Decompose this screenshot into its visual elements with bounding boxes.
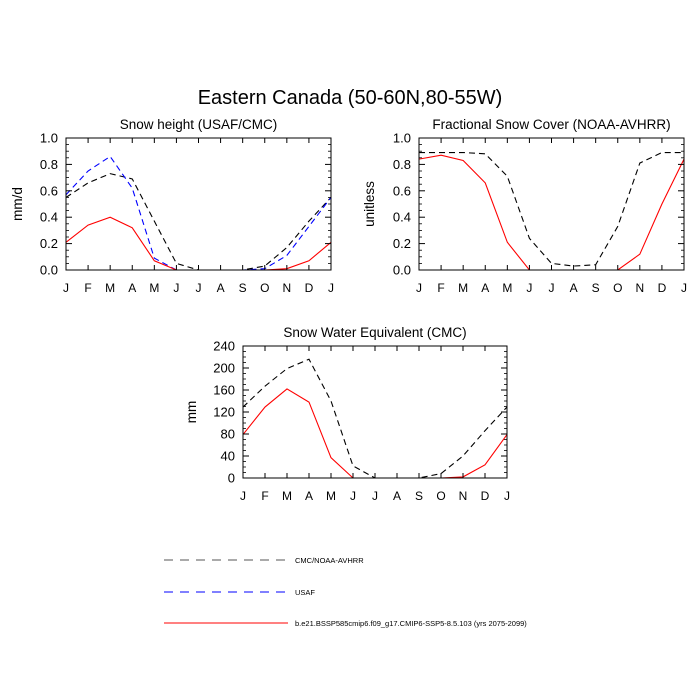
y-tick-label: 120 (213, 405, 235, 420)
y-tick-label: 0.2 (393, 236, 411, 251)
y-tick-label: 1.0 (40, 131, 58, 146)
x-tick-label: J (504, 489, 510, 503)
chart-title: Fractional Snow Cover (NOAA-AVHRR) (432, 117, 670, 132)
legend-item-3: b.e21.BSSP585cmip6.f09_g17.CMIP6-SSP5-8.… (164, 619, 527, 628)
legend-item-2: USAF (164, 588, 315, 597)
x-tick-label: J (416, 281, 422, 295)
x-tick-label: J (681, 281, 687, 295)
x-tick-label: J (240, 489, 246, 503)
y-tick-label: 160 (213, 383, 235, 398)
y-tick-label: 0.4 (40, 210, 58, 225)
chart-panel-1: Snow height (USAF/CMC)mm/dJ F M A M J J A S O N D J0… (10, 117, 334, 295)
x-tick-label: N (635, 281, 644, 295)
x-tick-label: F (437, 281, 444, 295)
x-tick-label: J (328, 281, 334, 295)
x-tick-label: D (658, 281, 667, 295)
x-tick-label: O (613, 281, 622, 295)
x-tick-label: M (502, 281, 512, 295)
x-tick-label: O (260, 281, 269, 295)
x-tick-label: S (592, 281, 600, 295)
chart-title: Snow Water Equivalent (CMC) (283, 325, 466, 340)
x-tick-label: J (526, 281, 532, 295)
x-tick-label: J (173, 281, 179, 295)
series-line-1 (419, 151, 684, 267)
x-tick-label: D (305, 281, 314, 295)
x-tick-label: A (393, 489, 401, 503)
y-tick-label: 200 (213, 361, 235, 376)
series-line-2 (418, 154, 685, 271)
x-tick-label: J (372, 489, 378, 503)
x-tick-label: M (458, 281, 468, 295)
x-tick-label: N (282, 281, 291, 295)
y-tick-label: 40 (221, 449, 235, 464)
series-line-1 (65, 173, 332, 271)
x-tick-label: J (196, 281, 202, 295)
x-tick-label: N (459, 489, 468, 503)
x-tick-label: O (436, 489, 445, 503)
x-tick-label: J (63, 281, 69, 295)
y-axis-label: mm (184, 401, 199, 424)
y-tick-label: 0.0 (393, 263, 411, 278)
legend-label: b.e21.BSSP585cmip6.f09_g17.CMIP6-SSP5-8.… (295, 619, 527, 628)
x-tick-label: J (350, 489, 356, 503)
x-tick-label: S (239, 281, 247, 295)
series-line-1 (242, 358, 508, 479)
series-line-2 (242, 388, 508, 479)
legend-label: CMC/NOAA-AVHRR (295, 556, 364, 565)
y-tick-label: 0.0 (40, 263, 58, 278)
y-tick-label: 0.6 (40, 183, 58, 198)
x-tick-label: S (415, 489, 423, 503)
x-tick-label: M (105, 281, 115, 295)
x-tick-label: F (84, 281, 91, 295)
x-tick-label: J (549, 281, 555, 295)
series-line-2 (65, 155, 332, 271)
x-tick-label: M (282, 489, 292, 503)
plot-frame (65, 137, 332, 271)
plot-frame (242, 345, 508, 479)
x-tick-label: F (261, 489, 268, 503)
y-tick-label: 0.4 (393, 210, 411, 225)
x-tick-label: A (305, 489, 313, 503)
y-tick-label: 1.0 (393, 131, 411, 146)
y-tick-label: 0.6 (393, 183, 411, 198)
y-tick-label: 0.8 (393, 157, 411, 172)
y-tick-label: 80 (221, 427, 235, 442)
x-tick-label: A (128, 281, 136, 295)
legend-item-1: CMC/NOAA-AVHRR (164, 556, 364, 565)
x-tick-label: M (149, 281, 159, 295)
chart-title: Snow height (USAF/CMC) (120, 117, 278, 132)
series-line-3 (65, 216, 332, 271)
x-tick-label: M (326, 489, 336, 503)
y-axis-label: unitless (362, 181, 377, 227)
legend: CMC/NOAA-AVHRR USAF b.e21.BSSP585cmip6.f09… (164, 556, 527, 628)
y-tick-label: 0 (228, 471, 235, 486)
chart-panel-3: Snow Water Equivalent (CMC)mmJ F M A M J J A S O N… (184, 325, 510, 503)
figure-title: Eastern Canada (50-60N,80-55W) (198, 87, 503, 109)
x-tick-label: A (481, 281, 489, 295)
y-axis-label: mm/d (10, 187, 25, 221)
legend-label: USAF (295, 588, 315, 597)
y-tick-label: 240 (213, 339, 235, 354)
plot-frame (418, 137, 685, 271)
chart-panel-2: Fractional Snow Cover (NOAA-AVHRR) unitle… (362, 117, 687, 295)
x-tick-label: A (570, 281, 578, 295)
charts-group: Snow height (USAF/CMC)mm/dJ F M A M J J A S O N D J0… (10, 117, 687, 503)
x-tick-label: D (481, 489, 490, 503)
y-tick-label: 0.8 (40, 157, 58, 172)
x-tick-label: A (217, 281, 225, 295)
y-tick-label: 0.2 (40, 236, 58, 251)
